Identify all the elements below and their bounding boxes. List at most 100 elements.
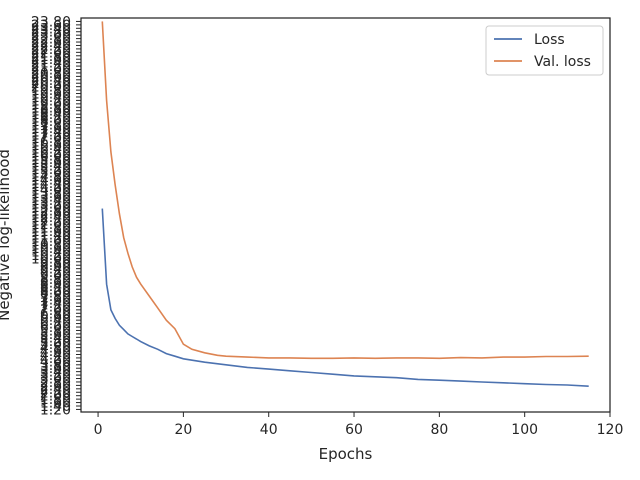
y-tick-label: 14.80 — [31, 169, 71, 185]
y-tick-label: 5.60 — [40, 327, 71, 343]
y-tick-label: 9.20 — [40, 265, 71, 281]
y-tick-label: 15.60 — [31, 155, 71, 171]
y-tick-label: 19.60 — [31, 87, 71, 103]
y-tick-label: 21.80 — [31, 49, 71, 65]
y-axis-label: Negative log-likelihood — [0, 149, 13, 321]
y-tick-label: 9.00 — [40, 269, 71, 285]
series-line-val-loss — [101, 21, 589, 360]
y-tick-label: 22.60 — [31, 35, 71, 51]
y-tick-label: 21.40 — [31, 56, 71, 72]
y-tick-label: 22.20 — [31, 42, 71, 58]
y-tick-label: 18.60 — [31, 104, 71, 120]
y-tick-label: 15.20 — [31, 162, 71, 178]
y-tick-label: 5.40 — [40, 330, 71, 346]
y-tick-label: 19.20 — [31, 93, 71, 109]
series-layer — [101, 21, 589, 387]
y-tick-label: 13.60 — [31, 190, 71, 206]
y-tick-label: 18.40 — [31, 107, 71, 123]
y-tick-label: 10.60 — [31, 241, 71, 257]
y-tick-label: 4.80 — [40, 341, 71, 357]
y-tick-label: 23.40 — [31, 21, 71, 37]
y-tick-label: 16.80 — [31, 135, 71, 151]
y-tick-label: 12.80 — [31, 203, 71, 219]
y-tick-label: 5.00 — [40, 337, 71, 353]
y-tick-label: 8.20 — [40, 282, 71, 298]
y-tick-label: 19.00 — [31, 97, 71, 113]
y-tick-label: 20.60 — [31, 69, 71, 85]
y-tick-label: 2.20 — [40, 385, 71, 401]
y-tick-label: 6.60 — [40, 310, 71, 326]
y-tick-label: 3.00 — [40, 372, 71, 388]
y-axis-ticks: 1.201.401.601.802.002.202.402.602.803.00… — [31, 14, 81, 418]
y-tick-label: 11.40 — [31, 227, 71, 243]
y-tick-label: 1.80 — [40, 392, 71, 408]
legend: Loss Val. loss — [485, 25, 604, 76]
y-tick-label: 12.40 — [31, 210, 71, 226]
y-tick-label: 13.80 — [31, 186, 71, 202]
y-tick-label: 10.00 — [31, 251, 71, 267]
y-tick-label: 22.40 — [31, 38, 71, 54]
y-tick-label: 7.80 — [40, 289, 71, 305]
y-tick-label: 21.20 — [31, 59, 71, 75]
y-tick-label: 18.00 — [31, 114, 71, 130]
y-tick-label: 23.20 — [31, 25, 71, 41]
y-tick-label: 3.60 — [40, 361, 71, 377]
y-tick-label: 14.60 — [31, 172, 71, 188]
y-tick-label: 22.80 — [31, 32, 71, 48]
y-tick-label: 6.00 — [40, 320, 71, 336]
y-tick-label: 14.40 — [31, 176, 71, 192]
y-tick-label: 2.00 — [40, 389, 71, 405]
y-tick-label: 11.60 — [31, 224, 71, 240]
y-tick-label: 8.40 — [40, 279, 71, 295]
y-tick-label: 7.00 — [40, 303, 71, 319]
y-tick-label: 20.20 — [31, 76, 71, 92]
y-tick-label: 22.00 — [31, 45, 71, 61]
y-tick-label: 4.60 — [40, 344, 71, 360]
y-tick-label: 16.40 — [31, 141, 71, 157]
y-tick-label: 15.00 — [31, 166, 71, 182]
y-tick-label: 7.60 — [40, 293, 71, 309]
y-tick-label: 19.80 — [31, 83, 71, 99]
y-tick-label: 10.80 — [31, 238, 71, 254]
y-tick-label: 13.20 — [31, 196, 71, 212]
y-tick-label: 6.80 — [40, 306, 71, 322]
y-tick-label: 2.40 — [40, 382, 71, 398]
y-tick-label: 16.20 — [31, 145, 71, 161]
y-tick-label: 1.60 — [40, 396, 71, 412]
y-tick-label: 4.20 — [40, 351, 71, 367]
y-tick-label: 7.20 — [40, 299, 71, 315]
y-tick-label: 15.80 — [31, 152, 71, 168]
y-tick-label: 16.00 — [31, 148, 71, 164]
y-tick-label: 12.60 — [31, 207, 71, 223]
y-tick-label: 7.40 — [40, 296, 71, 312]
y-tick-label: 1.20 — [40, 402, 71, 418]
y-tick-label: 2.60 — [40, 378, 71, 394]
y-tick-label: 11.80 — [31, 220, 71, 236]
y-tick-label: 4.40 — [40, 347, 71, 363]
plot-area-frame — [80, 17, 611, 413]
y-tick-label: 10.40 — [31, 244, 71, 260]
x-tick-label: 120 — [597, 422, 624, 438]
y-tick-label: 18.20 — [31, 111, 71, 127]
y-tick-label: 23.80 — [31, 14, 71, 30]
x-tick-label: 60 — [345, 422, 363, 438]
y-tick-label: 3.80 — [40, 358, 71, 374]
y-tick-label: 17.40 — [31, 124, 71, 140]
y-tick-label: 9.80 — [40, 255, 71, 271]
y-tick-label: 6.20 — [40, 317, 71, 333]
y-tick-label: 12.20 — [31, 214, 71, 230]
y-tick-label: 20.80 — [31, 66, 71, 82]
y-tick-label: 6.40 — [40, 313, 71, 329]
y-tick-label: 5.20 — [40, 334, 71, 350]
y-tick-label: 13.00 — [31, 200, 71, 216]
y-tick-label: 20.40 — [31, 73, 71, 89]
y-tick-label: 3.40 — [40, 365, 71, 381]
y-tick-label: 1.40 — [40, 399, 71, 415]
x-tick-label: 20 — [174, 422, 192, 438]
y-tick-label: 21.00 — [31, 63, 71, 79]
y-tick-label: 17.20 — [31, 128, 71, 144]
y-tick-label: 10.20 — [31, 248, 71, 264]
y-tick-label: 2.80 — [40, 375, 71, 391]
x-axis-label: Epochs — [319, 445, 373, 463]
y-tick-label: 14.20 — [31, 179, 71, 195]
